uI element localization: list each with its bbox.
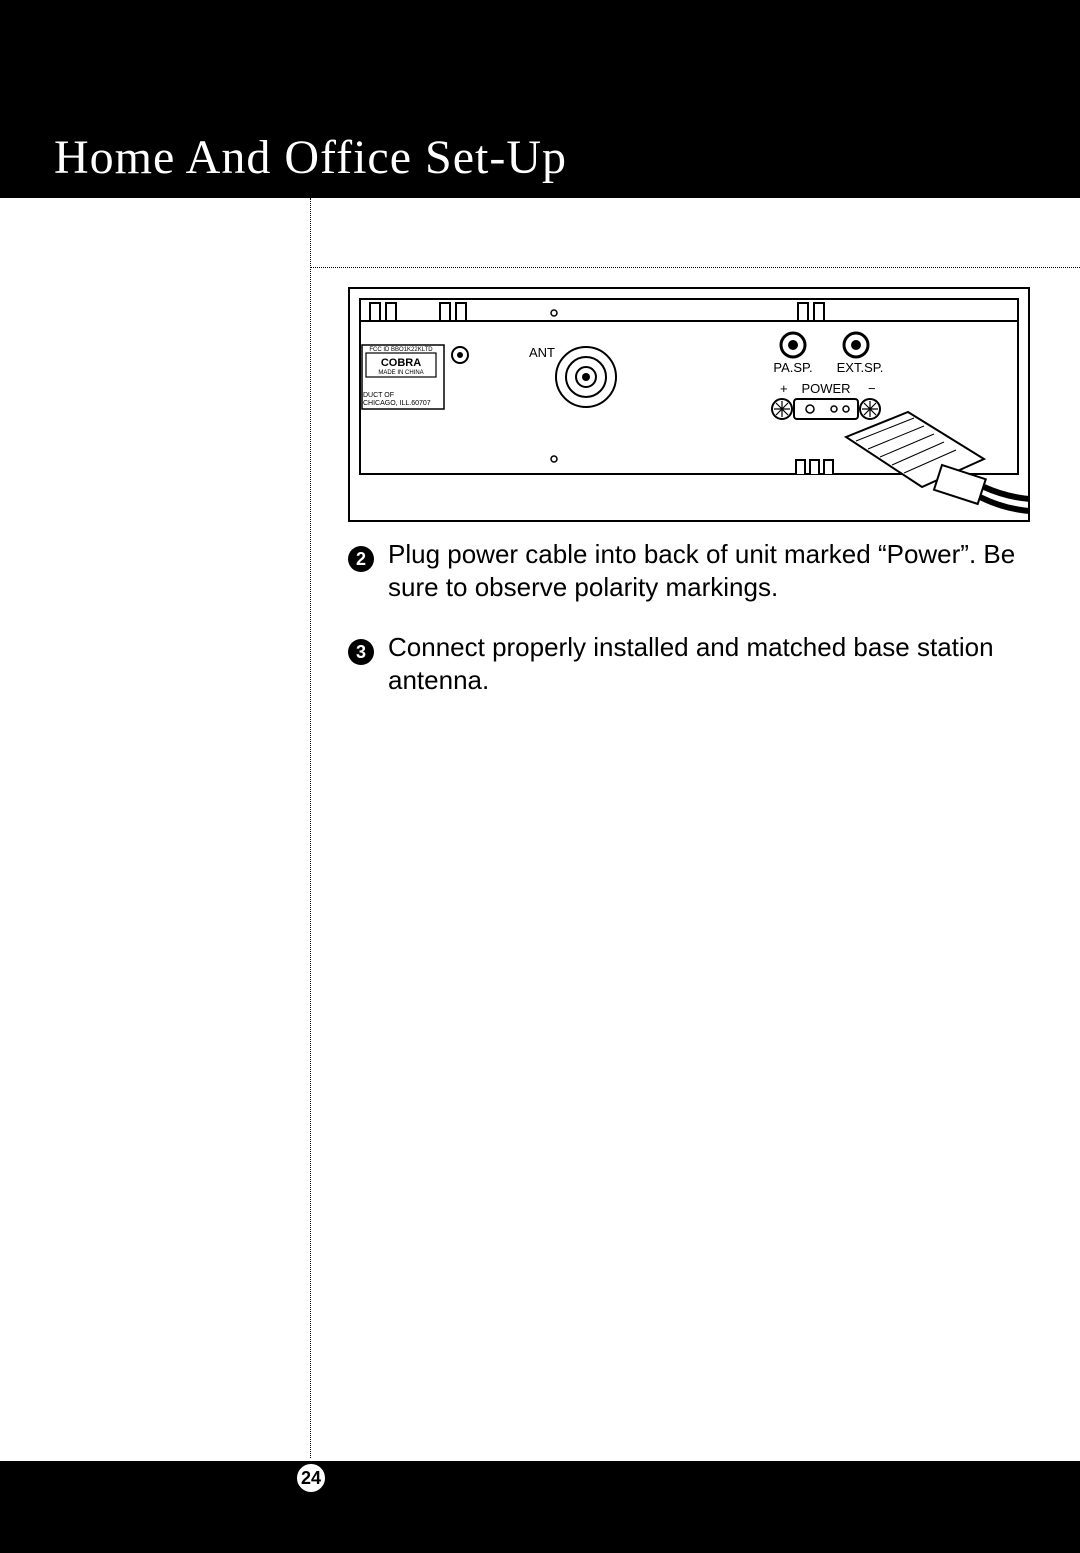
diagram-product-label-1: DUCT OF [363, 392, 394, 399]
step-number-badge: 3 [348, 633, 388, 661]
page-number-badge: 24 [294, 1461, 328, 1495]
step-number-badge: 2 [348, 540, 388, 568]
footer-band [0, 1461, 1080, 1553]
diagram-ant-label: ANT [529, 345, 555, 360]
vertical-divider [310, 198, 311, 1458]
diagram-extsp-label: EXT.SP. [837, 360, 884, 375]
diagram-power-label: POWER [801, 381, 850, 396]
step-number: 2 [348, 546, 374, 572]
instruction-item: 3 Connect properly installed and matched… [348, 631, 1018, 696]
diagram-fcc-label: FCC ID BBO1K22KLTD [369, 347, 433, 353]
instruction-text: Connect properly installed and matched b… [388, 631, 1018, 696]
diagram-power-minus: − [868, 381, 876, 396]
diagram-brand-label: COBRA [381, 357, 421, 369]
diagram-madein-label: MADE IN CHINA [378, 370, 423, 376]
instruction-list: 2 Plug power cable into back of unit mar… [348, 538, 1018, 724]
horizontal-divider [310, 267, 1080, 268]
instruction-item: 2 Plug power cable into back of unit mar… [348, 538, 1018, 603]
diagram-power-plus: + [780, 381, 788, 396]
page-title: Home And Office Set-Up [54, 130, 567, 185]
page-number: 24 [301, 1468, 321, 1489]
diagram-pasp-label: PA.SP. [773, 360, 812, 375]
manual-page: Home And Office Set-Up FCC ID BBO1K22KLT… [0, 0, 1080, 1553]
diagram-product-label-2: CHICAGO, ILL.60707 [363, 400, 431, 407]
rear-panel-diagram: FCC ID BBO1K22KLTD COBRA MADE IN CHINA D… [348, 287, 1030, 522]
step-number: 3 [348, 639, 374, 665]
instruction-text: Plug power cable into back of unit marke… [388, 538, 1018, 603]
